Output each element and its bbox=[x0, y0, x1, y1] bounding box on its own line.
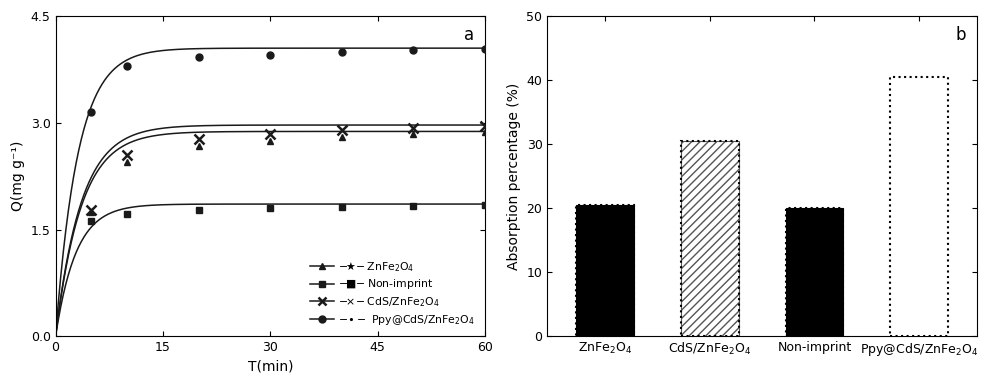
Text: b: b bbox=[955, 26, 966, 44]
Bar bbox=[681, 141, 739, 336]
Y-axis label: Q(mg g⁻¹): Q(mg g⁻¹) bbox=[11, 141, 25, 211]
Text: a: a bbox=[464, 26, 474, 44]
Bar bbox=[890, 77, 948, 336]
Bar bbox=[890, 77, 948, 336]
Bar bbox=[681, 141, 739, 336]
Y-axis label: Absorption percentage (%): Absorption percentage (%) bbox=[507, 83, 521, 270]
Bar bbox=[786, 208, 843, 336]
Legend: $-\!\bigstar\!-$ZnFe$_2$O$_4$, $-\!\blacksquare\!-$Non-imprint, $-\!\!\times\!\!: $-\!\bigstar\!-$ZnFe$_2$O$_4$, $-\!\blac… bbox=[306, 255, 480, 331]
X-axis label: T(min): T(min) bbox=[248, 360, 293, 374]
Bar bbox=[681, 141, 739, 336]
Bar bbox=[576, 205, 634, 336]
